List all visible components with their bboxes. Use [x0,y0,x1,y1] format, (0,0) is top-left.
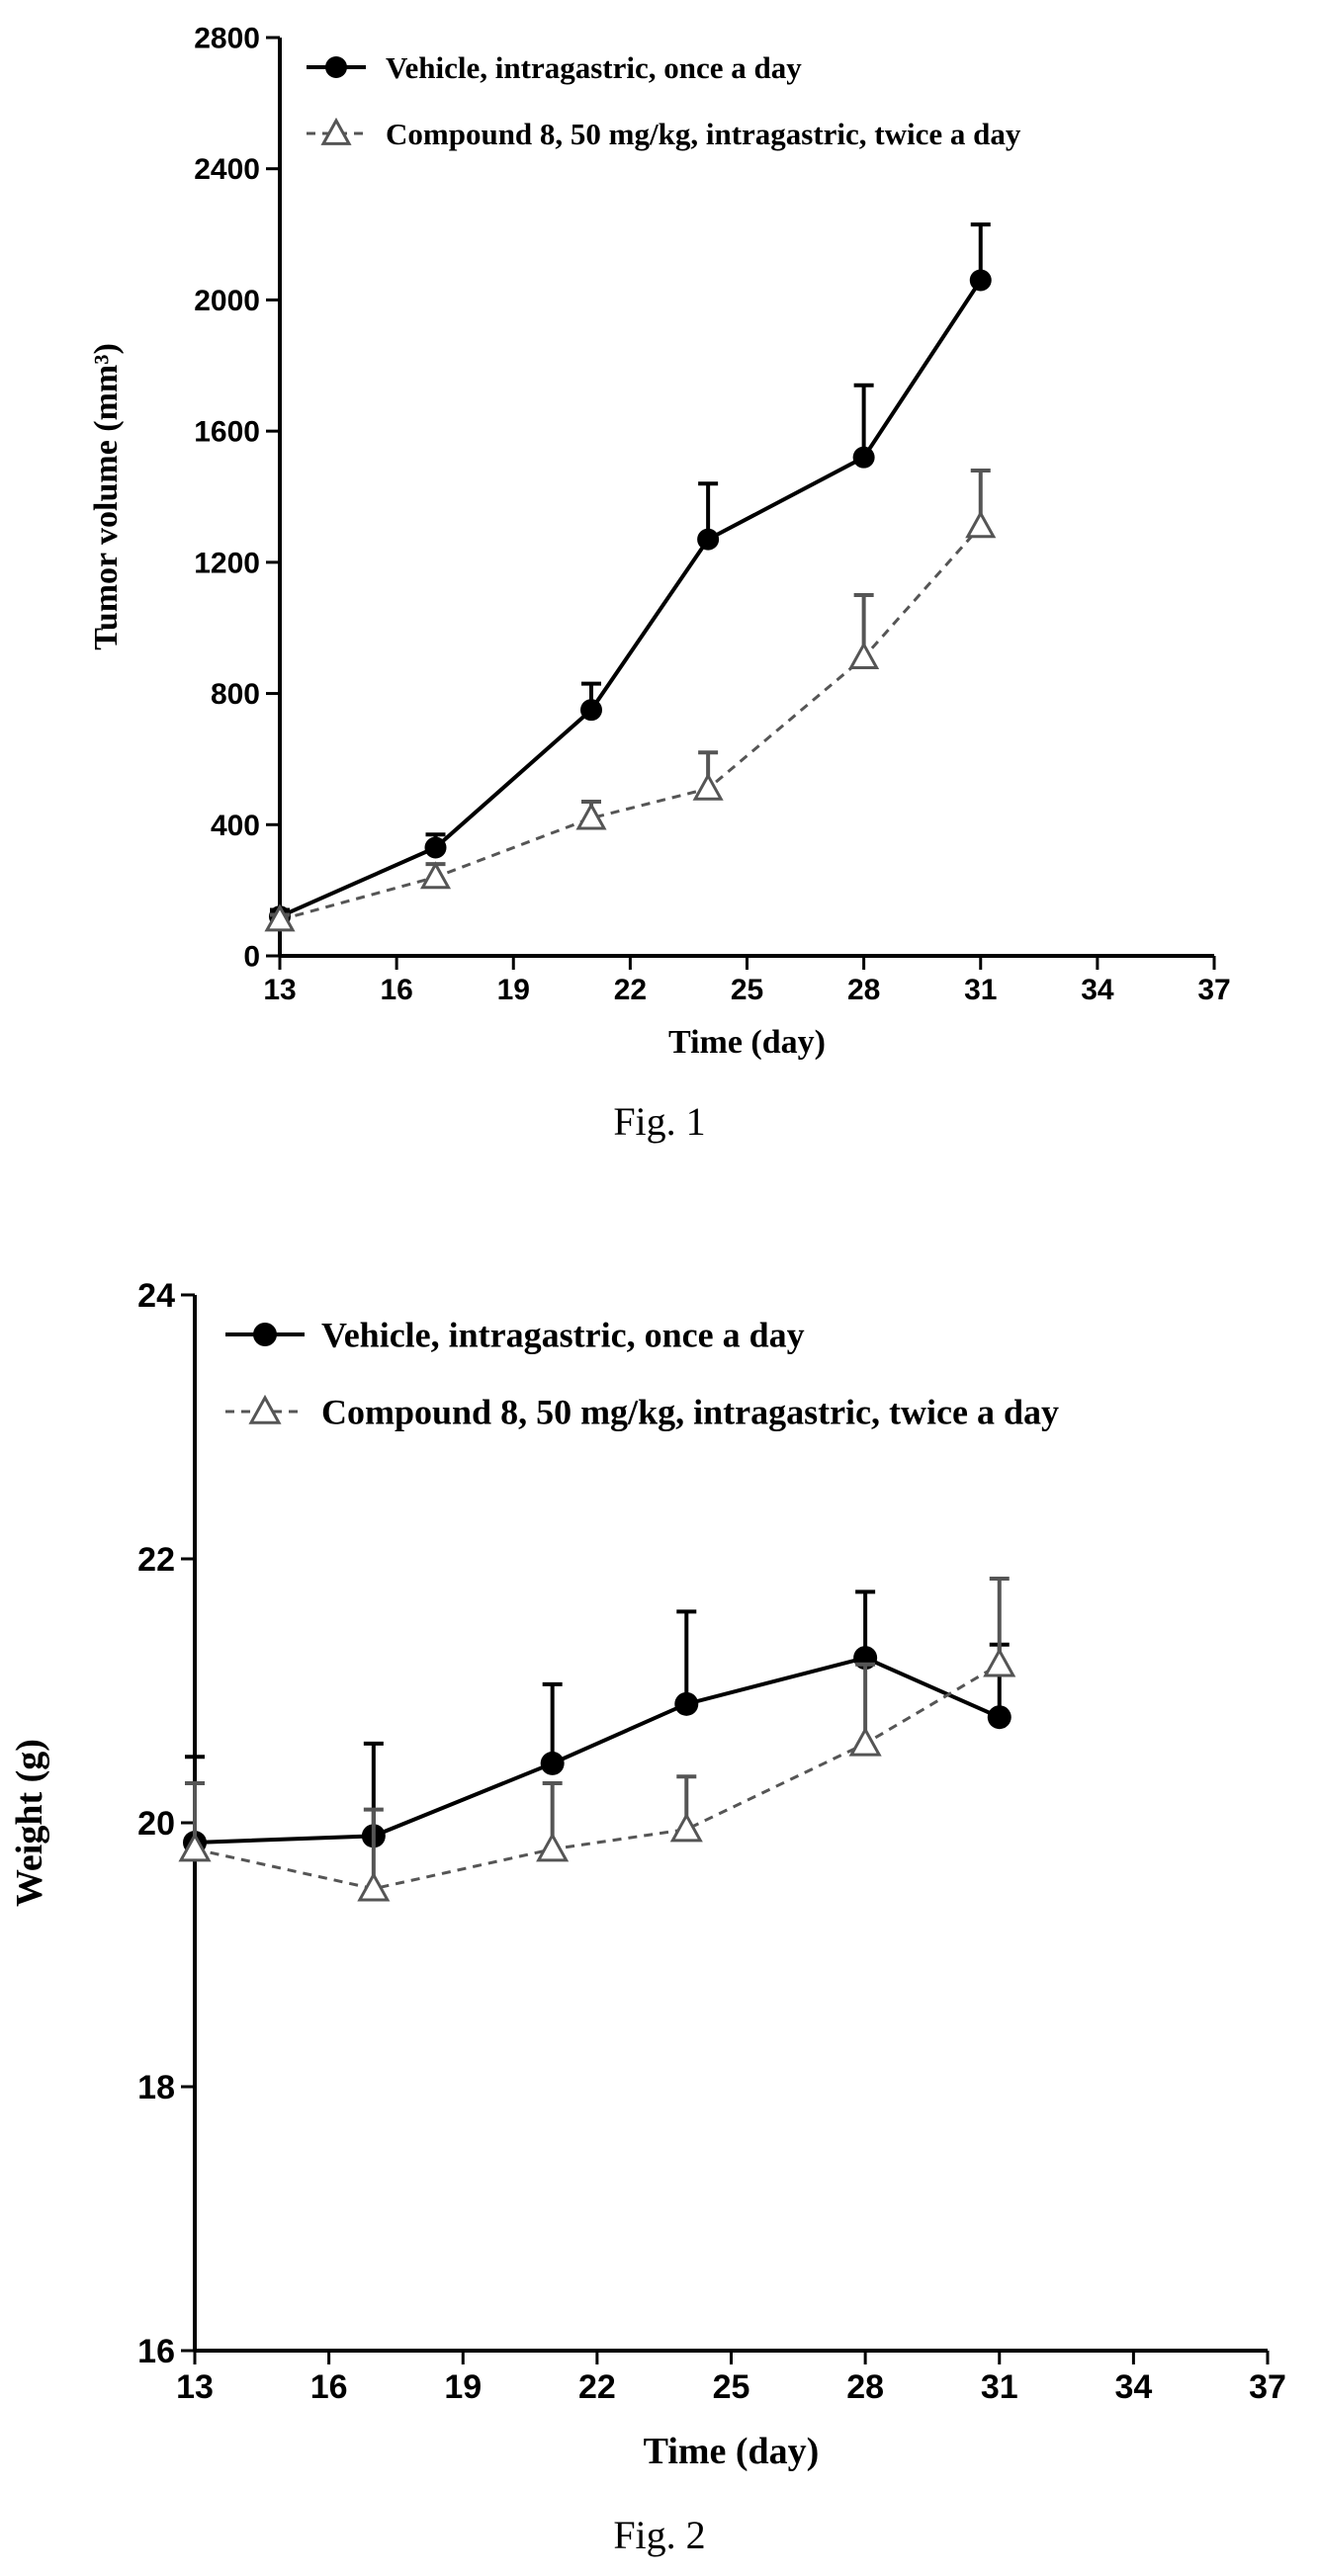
y-tick-label: 0 [243,941,260,974]
y-tick-label: 2400 [194,153,260,186]
legend-marker [325,56,347,78]
data-point [357,1871,391,1902]
x-tick-label: 31 [964,974,997,1006]
x-axis-label: Time (day) [668,1024,826,1061]
y-tick-label: 800 [211,678,260,711]
legend-label: Compound 8, 50 mg/kg, intragastric, twic… [386,117,1021,151]
x-tick-label: 28 [847,974,880,1006]
legend-label: Vehicle, intragastric, once a day [386,50,802,85]
series-line [279,525,982,921]
data-point [674,1691,699,1716]
data-point [969,269,992,292]
x-tick-label: 25 [713,2368,750,2406]
series-compound-8 [264,468,997,932]
data-point [580,699,602,722]
y-tick-label: 2800 [194,23,260,55]
series-compound-8 [178,1577,1016,1902]
legend-entry: Vehicle, intragastric, once a day [307,50,802,85]
x-tick-label: 31 [981,2368,1018,2406]
figure-caption: Fig. 2 [613,2513,705,2557]
x-tick-label: 34 [1114,2368,1152,2406]
x-tick-label: 22 [614,974,647,1006]
series-vehicle [183,1589,1012,1855]
y-tick-label: 1200 [194,547,260,579]
y-tick-label: 2000 [194,285,260,317]
series-vehicle [269,222,992,928]
data-point [852,446,875,469]
data-point [424,836,447,859]
data-point [669,1812,703,1843]
data-point [692,772,724,801]
data-point [848,1726,882,1757]
legend-label: Vehicle, intragastric, once a day [321,1316,805,1355]
legend-marker [320,117,352,145]
x-axis-label: Time (day) [644,2431,820,2472]
y-axis-label: Tumor volume (mm³) [88,343,125,650]
y-tick-label: 22 [137,1541,175,1579]
data-point [536,1832,570,1862]
chart-1: 0 400 800 1200 1600 2000 2400 2800 13 16 19 22 25 28 3… [88,23,1231,1145]
series-line [194,1663,1001,1891]
y-tick-label: 20 [137,1805,175,1843]
data-point [697,528,720,551]
x-tick-label: 13 [263,974,296,1006]
x-tick-label: 28 [846,2368,884,2406]
figure-caption: Fig. 1 [613,1099,705,1144]
data-point [575,802,607,830]
data-point [178,1832,212,1862]
x-tick-label: 37 [1197,974,1230,1006]
x-tick-label: 16 [380,974,412,1006]
y-tick-label: 16 [137,2333,175,2370]
data-point [965,510,997,539]
legend-label: Compound 8, 50 mg/kg, intragastric, twic… [321,1393,1059,1432]
legend-marker [248,1394,282,1424]
x-tick-label: 19 [497,974,530,1006]
data-point [419,861,452,890]
series-line [194,1656,1001,1846]
legend-marker [253,1323,277,1346]
x-tick-label: 22 [578,2368,616,2406]
data-point [540,1751,565,1775]
x-tick-label: 19 [444,2368,482,2406]
data-point [264,903,296,932]
y-tick-label: 400 [211,810,260,842]
data-point [987,1705,1012,1730]
y-tick-label: 24 [137,1277,175,1315]
x-tick-label: 16 [310,2368,348,2406]
data-point [848,641,880,669]
legend-entry: Compound 8, 50 mg/kg, intragastric, twic… [307,117,1021,151]
x-tick-label: 34 [1081,974,1114,1006]
y-tick-label: 18 [137,2069,175,2106]
legend-entry: Compound 8, 50 mg/kg, intragastric, twic… [225,1393,1059,1432]
y-tick-label: 1600 [194,416,260,449]
data-point [983,1647,1016,1677]
x-tick-label: 37 [1249,2368,1286,2406]
legend-entry: Vehicle, intragastric, once a day [225,1316,805,1355]
x-tick-label: 13 [176,2368,214,2406]
series-line [279,279,983,919]
x-tick-label: 25 [731,974,763,1006]
y-axis-label: Weight (g) [9,1739,50,1907]
